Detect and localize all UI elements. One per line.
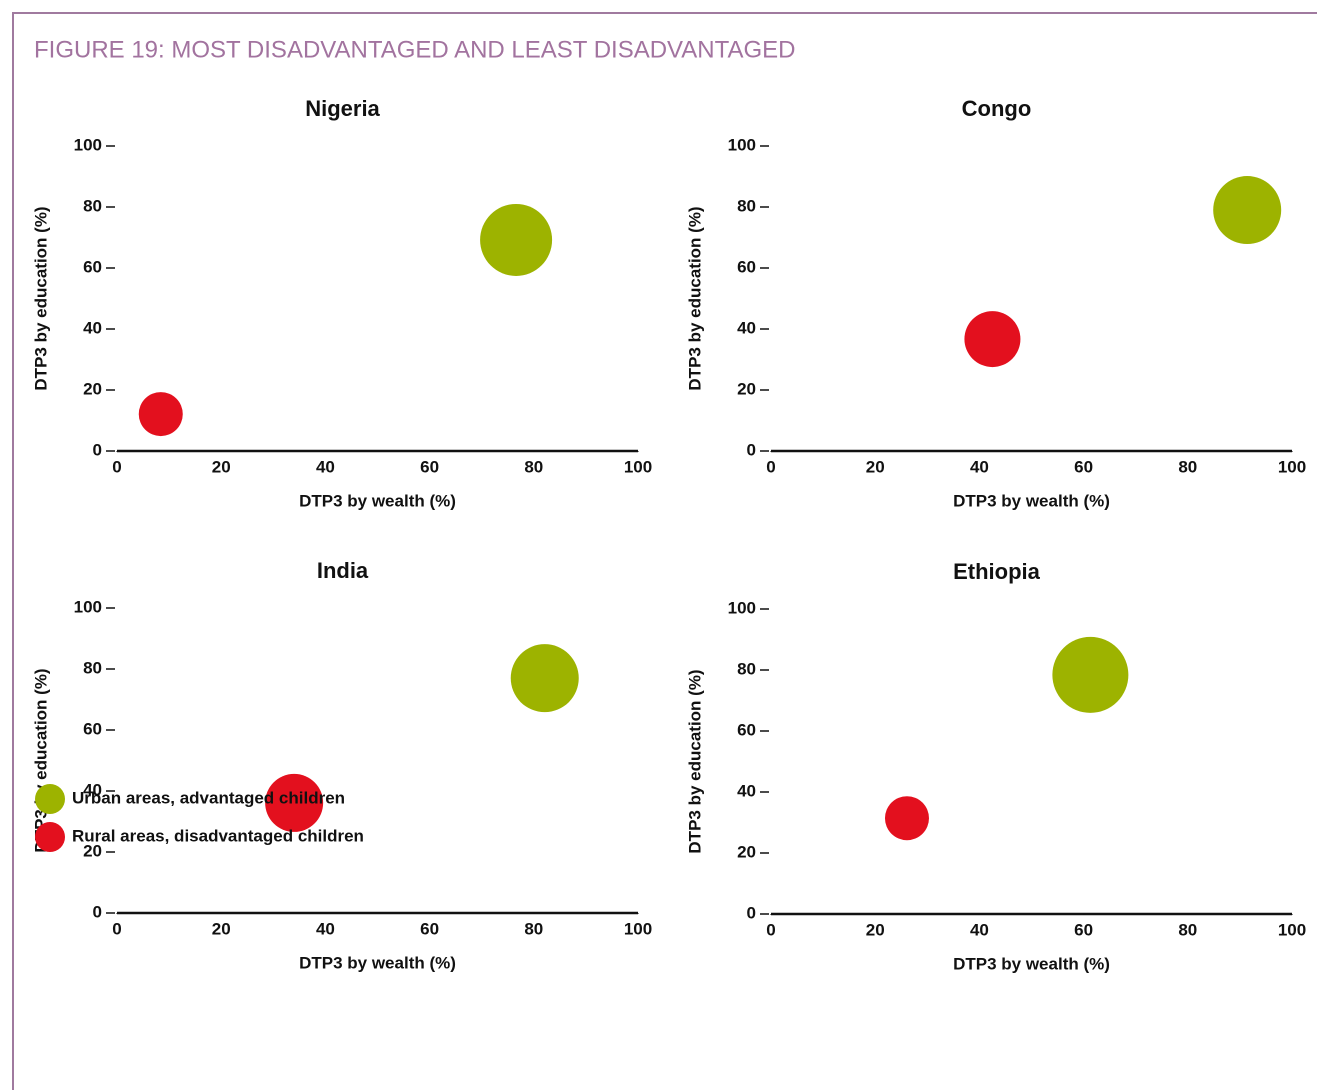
x-tick-label: 0 (766, 457, 775, 476)
y-axis-label: DTP3 by education (%) (685, 206, 704, 390)
y-tick-label: 100 (74, 597, 102, 616)
y-tick-label: 40 (83, 318, 102, 337)
x-tick-label: 20 (866, 457, 885, 476)
x-tick-label: 60 (420, 457, 439, 476)
x-tick-label: 60 (420, 919, 439, 938)
y-tick-label: 20 (737, 379, 756, 398)
x-tick-label: 80 (1178, 920, 1197, 939)
x-axis-label: DTP3 by wealth (%) (953, 954, 1110, 973)
x-tick-label: 100 (1278, 457, 1306, 476)
y-tick-label: 60 (83, 257, 102, 276)
bubble (884, 796, 929, 841)
y-tick-label: 20 (83, 379, 102, 398)
panel-title: Nigeria (305, 96, 380, 121)
y-axis-label: DTP3 by education (%) (31, 206, 50, 390)
y-tick-label: 80 (737, 659, 756, 678)
y-tick-label: 40 (83, 780, 102, 799)
x-axis-label: DTP3 by wealth (%) (299, 491, 456, 510)
x-tick-label: 0 (112, 457, 121, 476)
bubble (510, 644, 579, 713)
panel-title: India (317, 558, 369, 583)
panel-title: Congo (962, 96, 1032, 121)
x-tick-label: 20 (212, 457, 231, 476)
x-tick-label: 40 (316, 919, 335, 938)
y-axis-label: DTP3 by education (%) (685, 669, 704, 853)
bubble (964, 311, 1021, 368)
y-tick-label: 100 (74, 135, 102, 154)
x-tick-label: 100 (624, 457, 652, 476)
legend-swatch (35, 784, 65, 814)
y-tick-label: 0 (93, 902, 102, 921)
x-tick-label: 20 (866, 920, 885, 939)
y-tick-label: 0 (93, 440, 102, 459)
bubble (480, 203, 553, 276)
y-tick-label: 80 (83, 196, 102, 215)
y-tick-label: 20 (83, 841, 102, 860)
x-tick-label: 100 (624, 919, 652, 938)
x-tick-label: 80 (1178, 457, 1197, 476)
y-tick-label: 60 (737, 720, 756, 739)
x-tick-label: 40 (316, 457, 335, 476)
bubble (1052, 636, 1129, 713)
x-tick-label: 20 (212, 919, 231, 938)
x-tick-label: 40 (970, 920, 989, 939)
y-tick-label: 60 (737, 257, 756, 276)
y-tick-label: 60 (83, 719, 102, 738)
bubble (1213, 176, 1282, 245)
x-tick-label: 80 (524, 919, 543, 938)
y-tick-label: 20 (737, 842, 756, 861)
x-tick-label: 60 (1074, 920, 1093, 939)
legend-label: Rural areas, disadvantaged children (72, 826, 364, 845)
x-tick-label: 80 (524, 457, 543, 476)
y-tick-label: 40 (737, 318, 756, 337)
y-tick-label: 0 (747, 903, 756, 922)
y-tick-label: 100 (728, 135, 756, 154)
x-tick-label: 0 (766, 920, 775, 939)
y-tick-label: 80 (83, 658, 102, 677)
panel-title: Ethiopia (953, 559, 1041, 584)
legend-label: Urban areas, advantaged children (72, 788, 345, 807)
bubble (265, 773, 324, 832)
x-axis-label: DTP3 by wealth (%) (953, 491, 1110, 510)
figure-title: FIGURE 19: MOST DISADVANTAGED AND LEAST … (34, 36, 796, 63)
bubble (138, 392, 183, 437)
y-tick-label: 40 (737, 781, 756, 800)
x-tick-label: 100 (1278, 920, 1306, 939)
y-tick-label: 0 (747, 440, 756, 459)
y-tick-label: 80 (737, 196, 756, 215)
x-tick-label: 40 (970, 457, 989, 476)
x-tick-label: 0 (112, 919, 121, 938)
y-tick-label: 100 (728, 598, 756, 617)
x-tick-label: 60 (1074, 457, 1093, 476)
legend-swatch (35, 822, 65, 852)
x-axis-label: DTP3 by wealth (%) (299, 953, 456, 972)
